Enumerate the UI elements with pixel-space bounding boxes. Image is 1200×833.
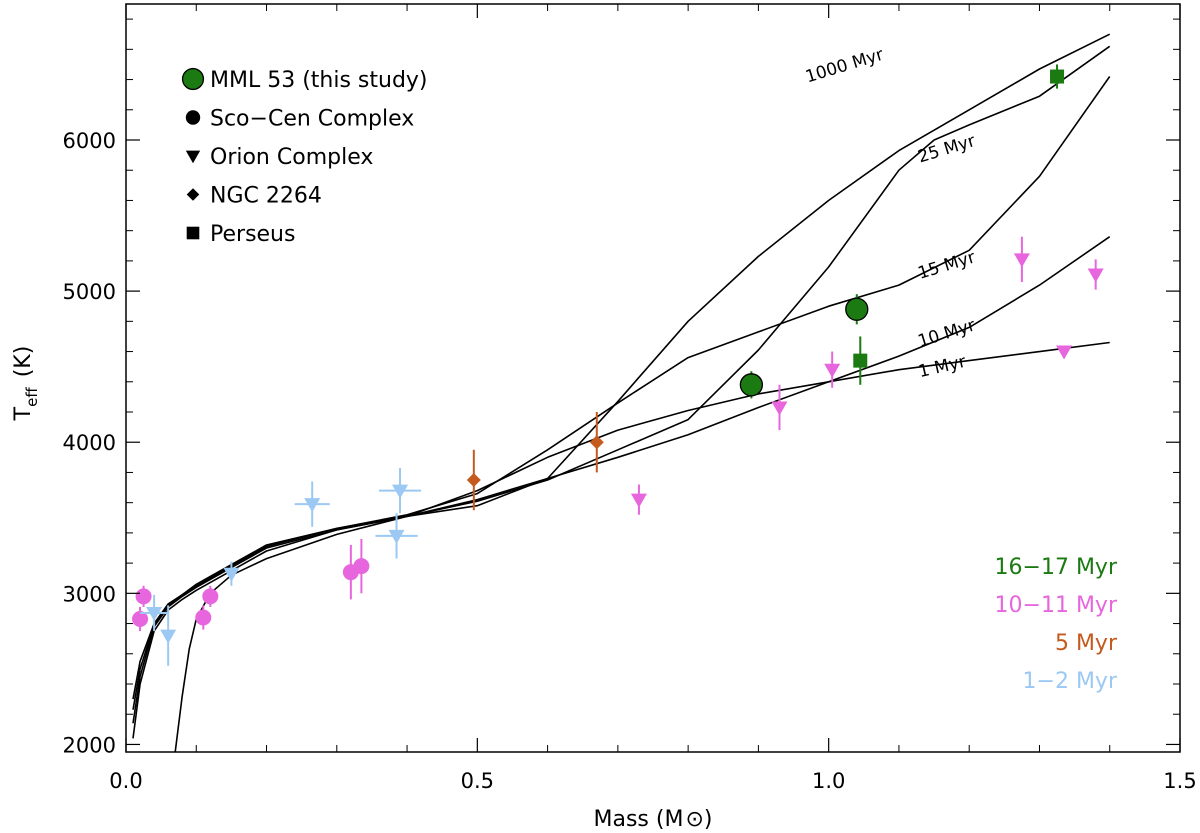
- data-point: [1087, 259, 1104, 290]
- y-tick-label: 4000: [63, 431, 116, 455]
- legend-label: MML 53 (this study): [210, 68, 428, 93]
- data-points: [132, 64, 1104, 666]
- legend: MML 53 (this study) Sco−Cen Complex Orion …: [181, 67, 428, 247]
- isochrone-label: 25 Myr: [916, 131, 978, 167]
- age-legend-label: 10−11 Myr: [995, 593, 1118, 618]
- x-tick-label: 0.5: [461, 769, 494, 793]
- data-point: [466, 449, 481, 511]
- legend-item: Orion Complex: [185, 145, 373, 170]
- age-legend-label: 5 Myr: [1055, 631, 1118, 656]
- age-legend-label: 1−2 Myr: [1023, 669, 1118, 694]
- data-point: [132, 606, 149, 632]
- isochrone-line: [132, 76, 1111, 710]
- marker-circle: [353, 558, 370, 575]
- isochrone-label: 1000 Myr: [803, 45, 886, 88]
- marker-triangle-down: [771, 401, 788, 416]
- marker-diamond: [589, 435, 604, 450]
- x-tick-label: 1.0: [812, 769, 845, 793]
- data-point: [845, 294, 869, 325]
- data-point: [353, 538, 370, 594]
- legend-item: Sco−Cen Complex: [185, 107, 414, 132]
- data-point: [223, 561, 240, 586]
- marker-circle: [195, 609, 212, 626]
- data-point: [160, 605, 177, 666]
- x-axis-label: Mass (M⊙): [594, 807, 713, 832]
- y-axis-label-main: T: [11, 406, 36, 421]
- y-axis-label: Teff (K): [11, 346, 41, 422]
- data-point: [375, 513, 418, 559]
- marker-triangle-down: [1013, 253, 1030, 268]
- isochrone-label: 1 Myr: [917, 352, 968, 382]
- legend-label: Orion Complex: [210, 145, 373, 170]
- marker-diamond: [186, 188, 200, 201]
- legend-label: NGC 2264: [210, 184, 322, 209]
- x-tick-label: 0.0: [109, 769, 142, 793]
- marker-triangle-down: [304, 498, 321, 513]
- marker-square: [1050, 69, 1065, 84]
- data-point: [135, 585, 152, 607]
- marker-circle-large: [845, 297, 869, 321]
- isochrone-line: [132, 45, 1111, 724]
- marker-circle: [132, 611, 149, 628]
- marker-circle: [135, 588, 152, 605]
- x-tick-label: 1.5: [1163, 769, 1196, 793]
- legend-item: MML 53 (this study): [181, 67, 428, 93]
- age-legend: 16−17 Myr 10−11 Myr 5 Myr 1−2 Myr: [995, 555, 1118, 694]
- marker-circle: [185, 110, 201, 125]
- marker-triangle-down: [630, 493, 647, 508]
- y-tick-label: 5000: [63, 280, 116, 304]
- marker-triangle-down: [392, 484, 409, 499]
- marker-triangle-down: [185, 150, 201, 164]
- data-point: [1056, 345, 1073, 360]
- svg-text:Teff(K): Teff (K): [11, 346, 41, 422]
- y-tick-label: 3000: [63, 582, 116, 606]
- data-point: [1050, 64, 1065, 89]
- y-tick-label: 6000: [63, 129, 116, 153]
- marker-circle: [202, 588, 219, 605]
- marker-square: [853, 353, 868, 368]
- data-point: [771, 384, 788, 431]
- data-point: [202, 585, 219, 607]
- data-point: [294, 481, 330, 527]
- isochrone-line: [132, 236, 1111, 700]
- y-tick-label: 2000: [63, 733, 116, 757]
- data-point: [1013, 236, 1030, 283]
- sun-symbol-icon: ⊙: [685, 807, 703, 832]
- x-axis-label-text: Mass (M: [594, 807, 684, 832]
- isochrone-label: 10 Myr: [916, 315, 978, 351]
- marker-square: [186, 226, 200, 240]
- legend-item: Perseus: [186, 222, 295, 247]
- isochrone-label: 15 Myr: [916, 247, 978, 283]
- data-point: [140, 594, 169, 632]
- marker-triangle-down: [1056, 345, 1073, 360]
- isochrone-line: [174, 341, 1110, 752]
- data-point: [378, 467, 422, 514]
- marker-triangle-down: [223, 567, 240, 582]
- x-axis-label-suffix: ): [704, 807, 713, 832]
- marker-triangle-down: [388, 529, 405, 544]
- y-axis-label-suffix: (K): [11, 346, 36, 378]
- marker-triangle-down: [160, 629, 177, 644]
- y-axis-label-sub: eff: [23, 387, 41, 407]
- marker-triangle-down: [146, 606, 163, 621]
- legend-label: Perseus: [210, 222, 295, 247]
- isochrone-line: [132, 33, 1111, 739]
- legend-item: NGC 2264: [186, 184, 322, 209]
- data-point: [824, 351, 841, 388]
- data-point: [853, 336, 868, 385]
- plot-frame: [125, 3, 1181, 753]
- marker-diamond: [466, 473, 481, 487]
- legend-label: Sco−Cen Complex: [210, 107, 414, 132]
- marker-triangle-down: [824, 363, 841, 378]
- data-point: [739, 371, 764, 399]
- age-legend-label: 16−17 Myr: [995, 555, 1118, 580]
- data-point: [195, 605, 212, 630]
- data-point: [589, 412, 604, 473]
- marker-triangle-down: [1087, 268, 1104, 283]
- marker-circle-large: [181, 67, 205, 91]
- marker-circle-large: [739, 373, 764, 397]
- data-point: [630, 484, 647, 515]
